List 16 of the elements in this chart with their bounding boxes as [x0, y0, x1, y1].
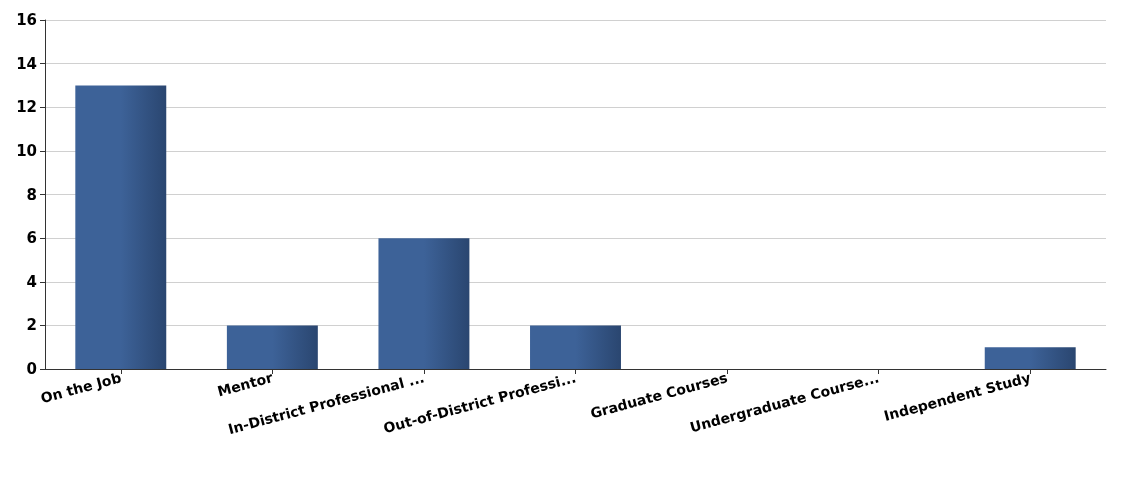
y-tick-label: 14 [16, 54, 37, 73]
y-tick-label: 4 [26, 272, 37, 291]
bar [378, 238, 470, 369]
x-tick-label: On the Job [38, 369, 123, 407]
bar [984, 347, 1076, 369]
x-tick-label: Mentor [215, 369, 275, 400]
bar [530, 325, 621, 369]
bar [226, 325, 318, 369]
y-tick-label: 6 [26, 229, 37, 248]
y-tick-label: 8 [26, 185, 37, 204]
y-tick-label: 16 [16, 11, 37, 29]
y-tick-label: 12 [16, 98, 37, 117]
y-tick-label: 2 [26, 316, 37, 335]
bar [75, 85, 167, 369]
y-tick-label: 0 [26, 360, 37, 378]
y-tick-label: 10 [16, 141, 37, 160]
